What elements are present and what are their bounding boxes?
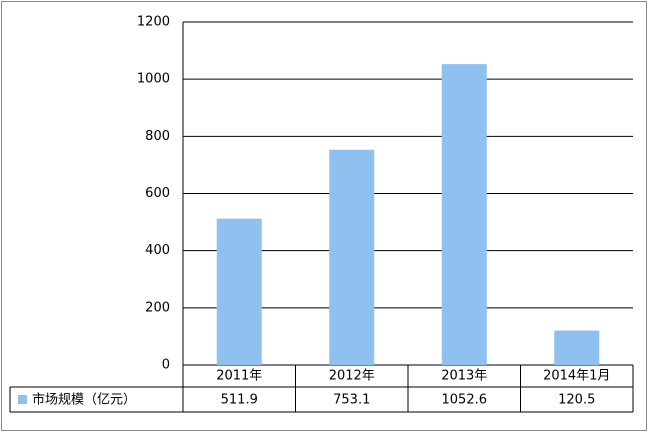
table-value: 511.9 [221, 393, 258, 408]
y-tick-label: 1000 [137, 72, 170, 87]
bar [329, 149, 375, 365]
y-tick-label: 0 [162, 358, 170, 373]
legend-label: 市场规模（亿元） [32, 392, 136, 408]
x-tick-label: 2011年 [216, 369, 262, 384]
x-tick-label: 2012年 [329, 369, 375, 384]
bar [441, 64, 487, 365]
y-tick-label: 600 [145, 186, 170, 201]
table-value: 753.1 [333, 393, 370, 408]
table-value: 1052.6 [442, 393, 488, 408]
x-tick-label: 2013年 [441, 369, 487, 384]
chart-border [1, 1, 647, 431]
table-value: 120.5 [558, 393, 595, 408]
y-tick-label: 1200 [137, 15, 170, 30]
x-tick-label: 2014年1月 [543, 369, 610, 384]
legend-marker [18, 395, 27, 404]
bar [554, 330, 600, 365]
bar [216, 218, 262, 365]
y-tick-label: 400 [145, 243, 170, 258]
y-tick-label: 200 [145, 300, 170, 315]
y-tick-label: 800 [145, 129, 170, 144]
